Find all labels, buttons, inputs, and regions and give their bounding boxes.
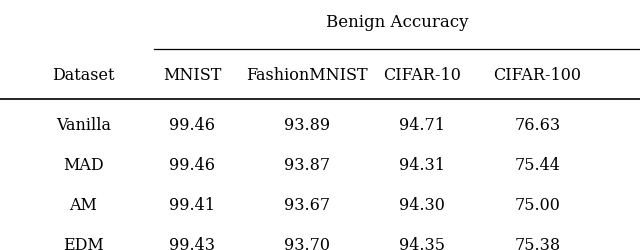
- Text: Vanilla: Vanilla: [56, 116, 111, 134]
- Text: Benign Accuracy: Benign Accuracy: [326, 14, 468, 31]
- Text: 93.70: 93.70: [284, 236, 330, 250]
- Text: 93.89: 93.89: [284, 116, 330, 134]
- Text: 99.46: 99.46: [169, 116, 215, 134]
- Text: CIFAR-100: CIFAR-100: [493, 66, 582, 84]
- Text: 94.71: 94.71: [399, 116, 445, 134]
- Text: 75.44: 75.44: [515, 156, 561, 174]
- Text: FashionMNIST: FashionMNIST: [246, 66, 368, 84]
- Text: 99.43: 99.43: [169, 236, 215, 250]
- Text: EDM: EDM: [63, 236, 104, 250]
- Text: 99.46: 99.46: [169, 156, 215, 174]
- Text: 76.63: 76.63: [515, 116, 561, 134]
- Text: MAD: MAD: [63, 156, 104, 174]
- Text: 99.41: 99.41: [169, 196, 215, 214]
- Text: 93.67: 93.67: [284, 196, 330, 214]
- Text: AM: AM: [69, 196, 97, 214]
- Text: 94.31: 94.31: [399, 156, 445, 174]
- Text: 93.87: 93.87: [284, 156, 330, 174]
- Text: 94.35: 94.35: [399, 236, 445, 250]
- Text: 94.30: 94.30: [399, 196, 445, 214]
- Text: CIFAR-10: CIFAR-10: [383, 66, 461, 84]
- Text: MNIST: MNIST: [163, 66, 221, 84]
- Text: Dataset: Dataset: [52, 66, 115, 84]
- Text: 75.38: 75.38: [515, 236, 561, 250]
- Text: 75.00: 75.00: [515, 196, 561, 214]
